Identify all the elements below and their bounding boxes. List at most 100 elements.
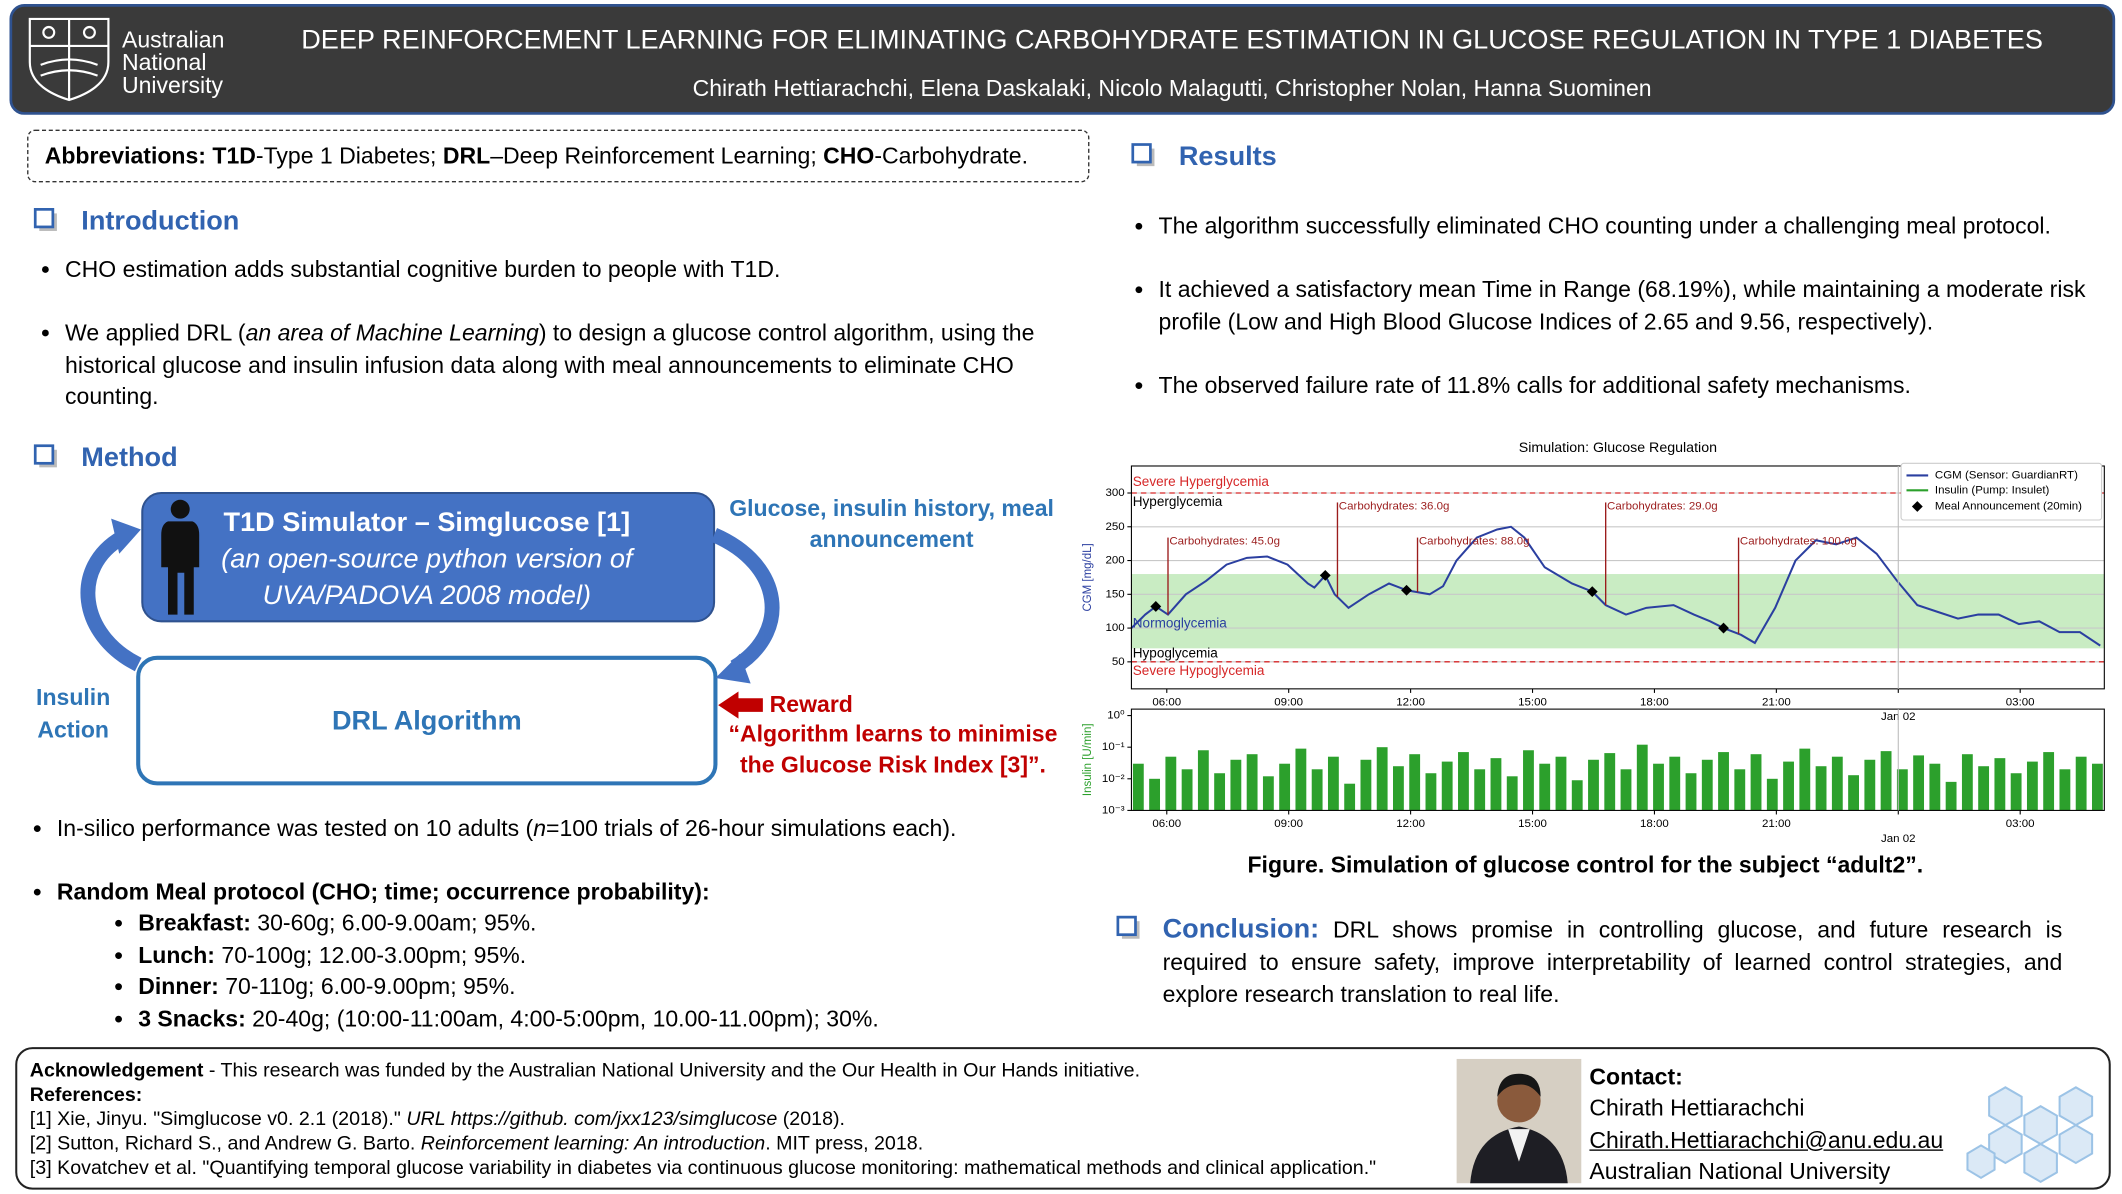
text-run: (2018). [777,1108,846,1131]
x-tick-label: Jan 02 [1881,833,1916,845]
y-tick-label: 100 [1105,622,1124,634]
text-run: DRL [442,143,491,169]
reference: [2] Sutton, Richard S., and Andrew G. Ba… [30,1132,923,1156]
bullet: Lunch: 70-100g; 12.00-3.00pm; 95%. [138,939,1086,971]
text-run: [1] Xie, Jinyu. "Simglucose v0. 2.1 (201… [29,1108,407,1131]
text-run: 20-40g; (10:00-11:00am, 4:00-5:00pm, 10.… [245,1005,879,1032]
x-tick-label: 03:00 [2006,818,2035,830]
text-run: 3 Snacks: [138,1005,246,1032]
section-heading: Introduction [81,206,240,237]
text-run: URL https://github. com/jxx123/simglucos… [406,1108,778,1131]
x-tick-label: 18:00 [1640,696,1669,708]
glucose-line [1130,525,2101,647]
bullet: 3 Snacks: 20-40g; (10:00-11:00am, 4:00-5… [138,1003,1086,1035]
zone-label: Severe Hyperglycemia [1133,474,1270,489]
insulin-bar [1132,763,1144,811]
arrow-head [715,653,751,684]
carb-label: Carbohydrates: 36.0g [1339,501,1450,513]
insulin-bar [1555,756,1567,811]
section-heading: Conclusion: [1162,914,1320,945]
action-arrow [80,531,142,672]
meal-marker [1718,622,1729,634]
y-axis-label: CGM [mg/dL] [1082,543,1094,611]
text-run: -Type 1 Diabetes; [255,143,443,169]
text-run: 70-100g; 12.00-3.00pm; 95%. [214,942,527,968]
poster-title: DEEP REINFORCEMENT LEARNING FOR ELIMINAT… [301,25,2043,56]
chart-title: Simulation: Glucose Regulation [1519,440,1717,456]
axes-frame [1130,708,2105,811]
contact-label: Contact: [1589,1064,1683,1091]
meal-marker [1401,584,1412,596]
insulin-bar [1864,759,1876,811]
carb-label: Carbohydrates: 100.0g [1740,536,1857,548]
insulin-bar [1327,756,1339,811]
text-run: Reinforcement learning: An introduction [420,1133,766,1155]
insulin-bar [1653,763,1664,811]
arrow-head [111,518,141,554]
carb-label: Carbohydrates: 45.0g [1169,536,1280,548]
legend-label: CGM (Sensor: GuardianRT) [1935,469,2078,481]
authors: Chirath Hettiarachchi, Elena Daskalaki, … [692,75,1652,102]
x-tick-label: 09:00 [1274,696,1303,708]
action-label: Insulin Action [36,684,111,743]
carb-label: Carbohydrates: 29.0g [1607,501,1718,513]
decorative-hexagons [1966,1086,2094,1184]
text-run: - This research was funded by the Austra… [203,1060,1141,1082]
x-tick-label: 09:00 [1274,818,1303,830]
bullet: In-silico performance was tested on 10 a… [57,813,1087,845]
text-run: ) to design a glucose control algorithm,… [65,320,1035,410]
insulin-bar [1262,776,1274,811]
insulin-bar [1246,754,1258,811]
y-tick-label: 10⁻¹ [1102,741,1125,753]
text-run: CHO [823,143,875,169]
reward-arrow [718,691,763,719]
insulin-bar [1620,769,1632,811]
figure-caption: Figure. Simulation of glucose control fo… [1247,852,1924,878]
insulin-bar [1360,759,1372,811]
insulin-bar [1669,756,1681,811]
y-tick-label: 200 [1105,555,1124,567]
insulin-bar [1588,759,1599,811]
insulin-bar [1636,744,1648,811]
bullet: The observed failure rate of 11.8% calls… [1159,369,2108,401]
text-run: –Deep Reinforcement Learning; [490,143,824,169]
insulin-bar [1425,773,1437,811]
section-icon [33,208,57,231]
legend-box [1900,462,2103,521]
bullet: Breakfast: 30-60g; 6.00-9.00am; 95%. [138,908,1086,940]
contact-email[interactable]: Chirath.Hettiarachchi@anu.edu.au [1589,1127,1944,1154]
conclusion: Conclusion: DRL shows promise in control… [1163,913,2063,1012]
text-run: . MIT press, 2018. [765,1133,924,1155]
insulin-bar [1978,766,1990,811]
insulin-bar [1783,761,1794,811]
reference: [3] Kovatchev et al. "Quantifying tempor… [30,1156,1376,1180]
x-tick-label: 21:00 [1762,818,1791,830]
person-icon [161,499,200,615]
section-icon [33,444,57,468]
section-icon [1116,915,1140,939]
y-axis-label: Insulin [U/min] [1082,723,1094,796]
insulin-bar [1539,763,1551,811]
zone-label: Hypoglycemia [1133,645,1219,660]
y-tick-label: 300 [1105,487,1124,499]
x-tick-label: 15:00 [1518,696,1547,708]
insulin-bar [1994,758,2006,811]
anu-crest [28,17,110,102]
simulator-box [141,491,716,623]
references-heading: References: [29,1084,143,1107]
reward-label: Reward [769,691,853,718]
insulin-bar [1848,775,1859,811]
footer-box [15,1047,2111,1190]
insulin-bar [2091,763,2103,811]
insulin-bar [1409,754,1421,811]
contact-name: Chirath Hettiarachchi [1589,1095,1805,1122]
x-tick-label: 15:00 [1518,818,1547,830]
insulin-bar [1393,766,1404,811]
insulin-bar [1181,769,1193,811]
insulin-bar [1214,773,1226,811]
insulin-bar [1701,759,1713,811]
bullet-list: In-silico performance was tested on 10 a… [30,813,1087,940]
x-tick-label: 06:00 [1152,696,1181,708]
y-tick-label: 10⁻² [1102,773,1125,785]
section-icon [1131,143,1155,167]
